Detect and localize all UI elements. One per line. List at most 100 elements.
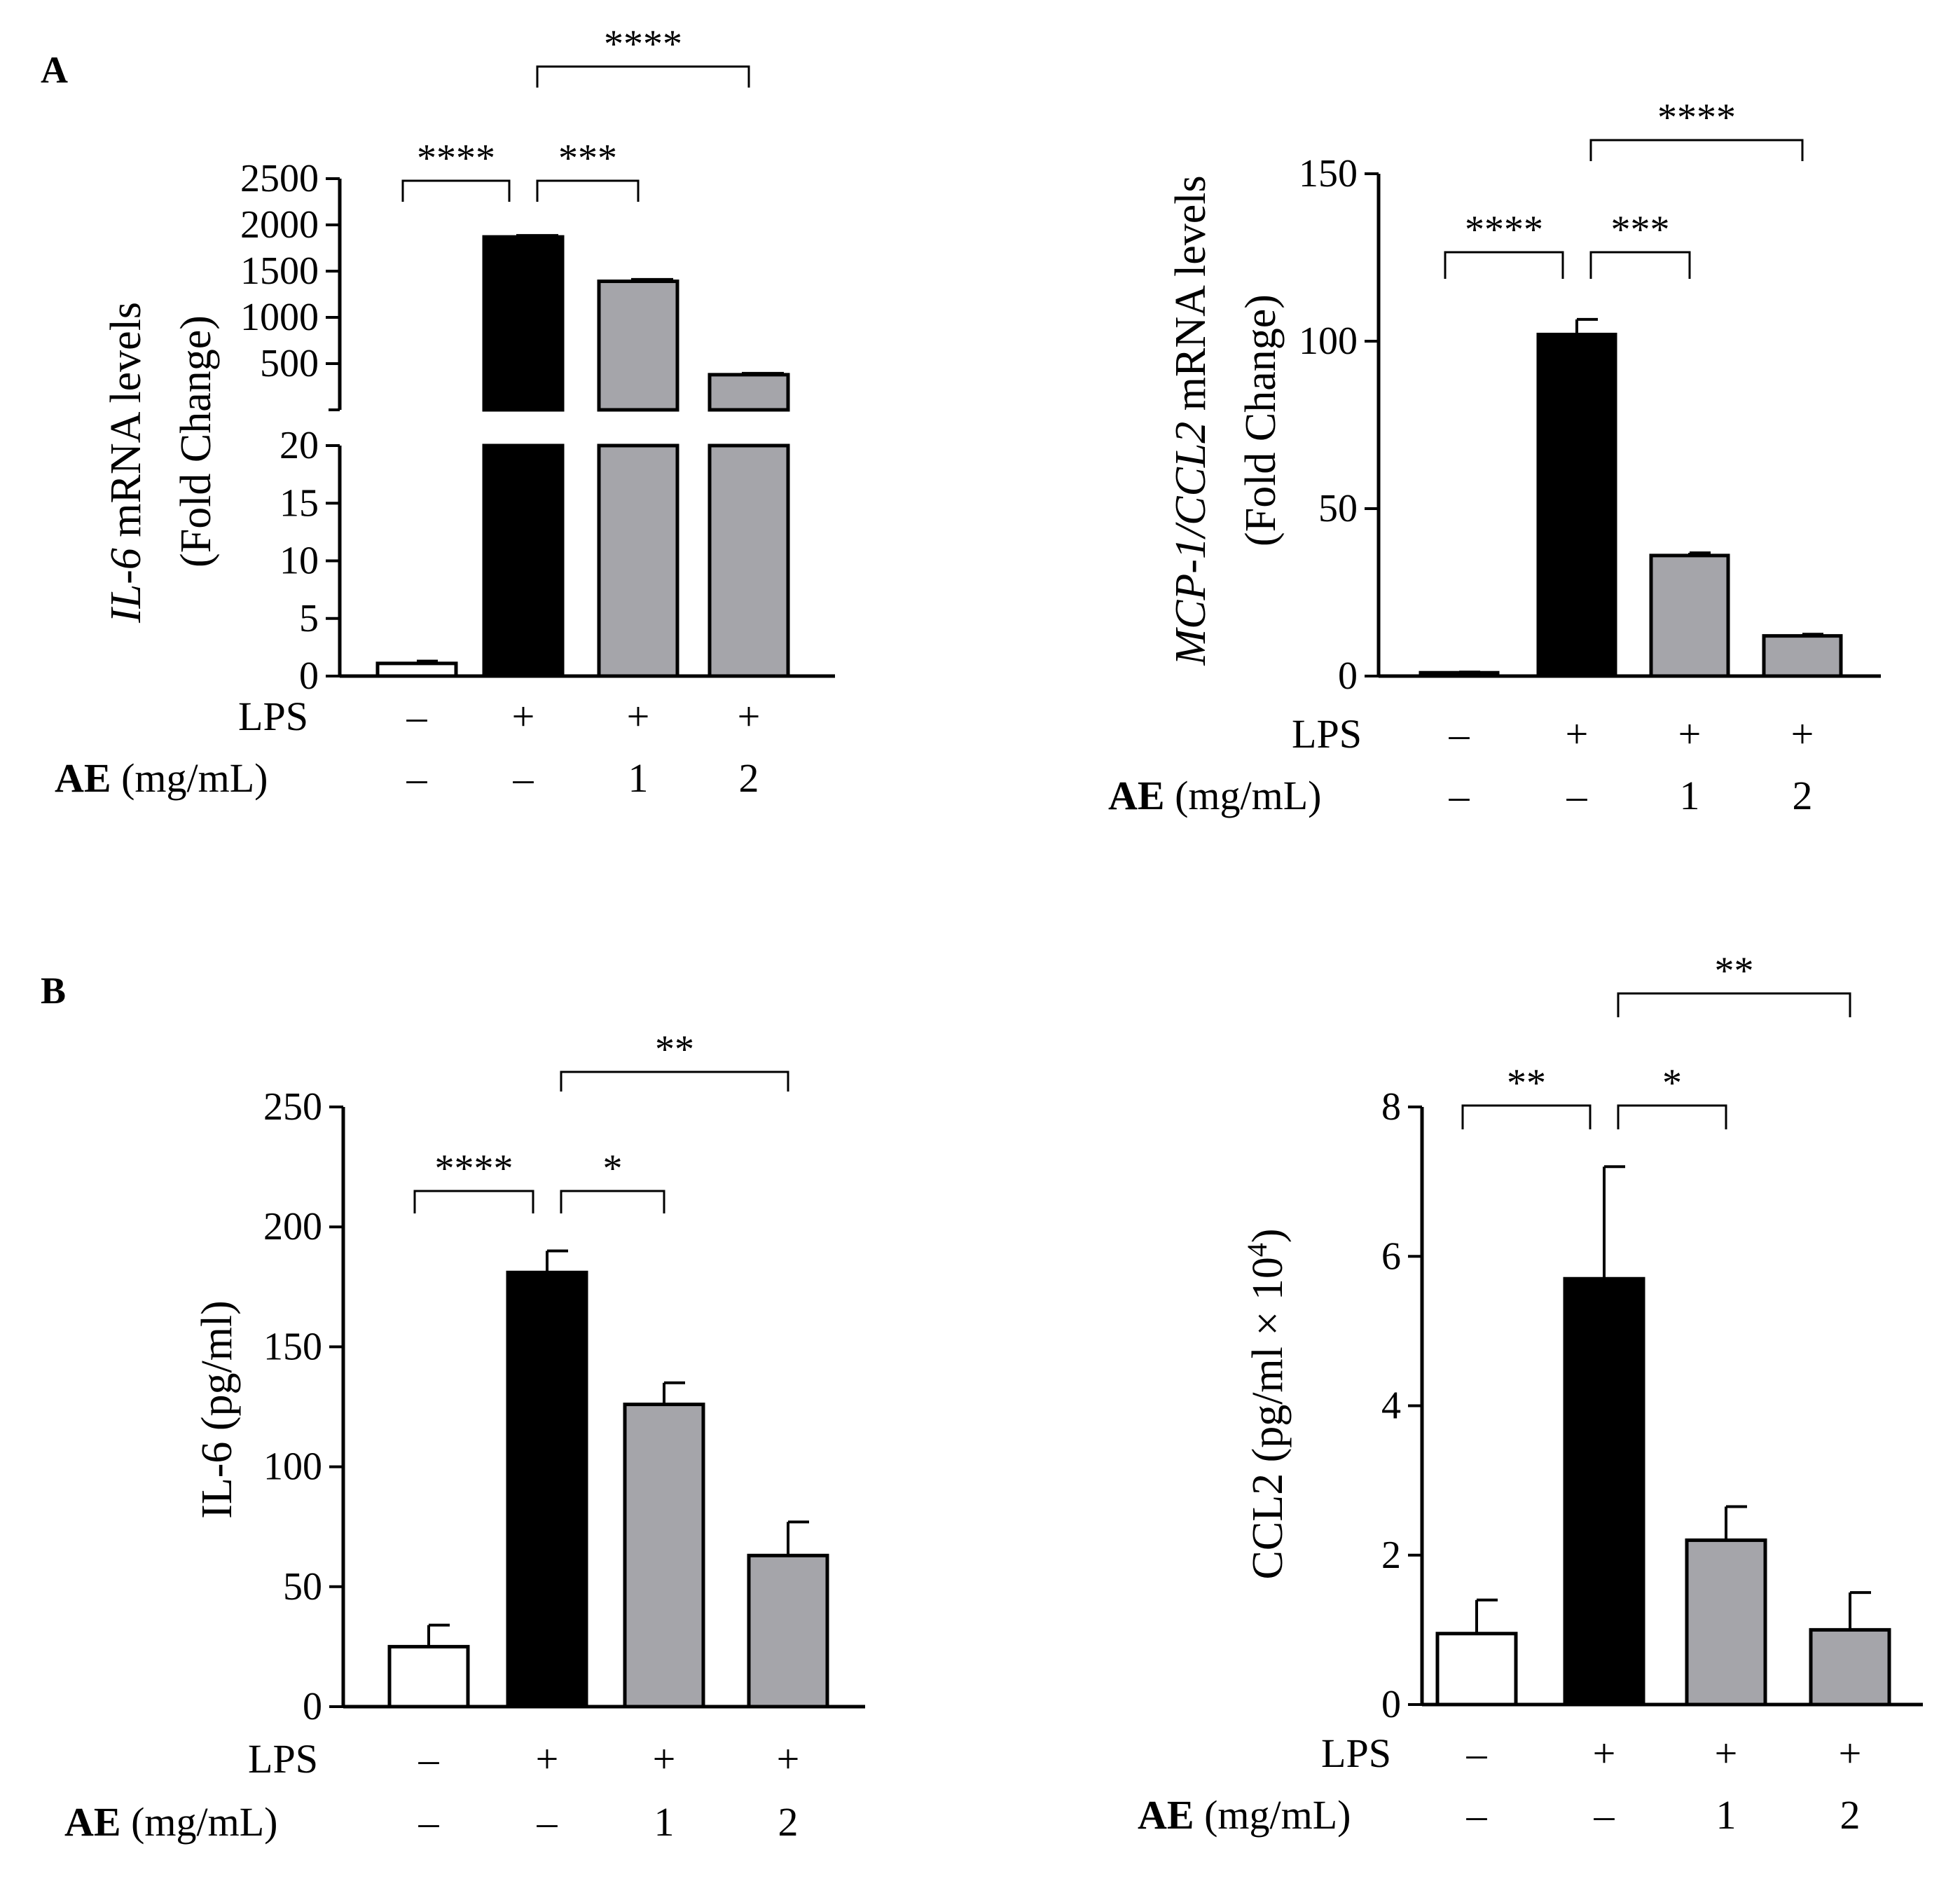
bar xyxy=(1762,634,1843,678)
significance-bracket xyxy=(536,65,750,88)
ae-value: 2 xyxy=(739,755,759,801)
y-tick-label: 250 xyxy=(263,1085,322,1129)
bar-lower-segment xyxy=(597,443,679,678)
y-tick-label: 2500 xyxy=(240,157,319,200)
y-axis-label: CCL2 (pg/ml × 104) xyxy=(1241,1228,1292,1579)
lps-value: – xyxy=(1449,711,1470,757)
panel-label-a: A xyxy=(41,49,68,91)
y-tick-label: 150 xyxy=(1299,152,1358,195)
y-tick-label: 5 xyxy=(299,597,319,640)
significance-bracket xyxy=(560,1190,665,1213)
ae-row-label: AE (mg/mL) xyxy=(1108,773,1321,818)
significance-label: **** xyxy=(1465,208,1543,252)
ae-value: – xyxy=(1449,773,1470,818)
significance-bracket xyxy=(1444,251,1564,279)
y-axis-label: IL-6 (pg/ml) xyxy=(193,1300,241,1519)
ae-value: 2 xyxy=(778,1799,799,1845)
lps-value: + xyxy=(738,694,761,739)
y-tick-label: 10 xyxy=(279,539,319,583)
bar xyxy=(1419,670,1500,678)
panel-label-b: B xyxy=(41,970,66,1012)
lps-row-label: LPS xyxy=(238,694,308,739)
y-tick-label: 0 xyxy=(1338,654,1358,698)
y-tick-label: 2 xyxy=(1381,1534,1401,1577)
bar xyxy=(623,1403,705,1709)
lps-value: + xyxy=(627,694,650,739)
y-tick-label: 1000 xyxy=(240,296,319,339)
significance-label: **** xyxy=(604,22,682,66)
significance-bracket xyxy=(536,179,640,202)
ae-value: 2 xyxy=(1840,1792,1861,1838)
significance-label: ** xyxy=(655,1028,694,1071)
y-tick-label: 6 xyxy=(1381,1234,1401,1278)
ae-value: 1 xyxy=(1716,1792,1737,1838)
bar xyxy=(1536,332,1617,678)
y-tick-label: 500 xyxy=(260,342,319,385)
lps-row-label: LPS xyxy=(1292,711,1362,757)
bar xyxy=(747,1553,829,1709)
significance-bracket xyxy=(413,1190,534,1213)
bar xyxy=(1435,1632,1518,1707)
y-axis-label-line2: (Fold Change) xyxy=(1237,294,1285,546)
ae-value: 1 xyxy=(654,1799,675,1845)
bar xyxy=(1563,1276,1645,1707)
y-axis-label-line1: MCP-1/CCL2 mRNA levels xyxy=(1167,175,1215,666)
significance-bracket xyxy=(401,179,511,202)
lps-value: + xyxy=(1715,1730,1738,1776)
significance-bracket xyxy=(1589,139,1804,161)
significance-label: **** xyxy=(435,1147,513,1190)
lps-value: – xyxy=(1466,1730,1488,1776)
y-tick-label: 50 xyxy=(1318,487,1358,530)
y-tick-label: 0 xyxy=(303,1685,322,1728)
y-tick-label: 0 xyxy=(1381,1683,1401,1726)
lps-value: + xyxy=(1839,1730,1862,1776)
significance-label: **** xyxy=(1657,96,1736,139)
bar xyxy=(1685,1538,1767,1707)
significance-label: ** xyxy=(1507,1061,1546,1105)
lps-value: + xyxy=(512,694,535,739)
ae-value: – xyxy=(537,1799,558,1845)
lps-row-label: LPS xyxy=(248,1736,318,1782)
ae-row-label: AE (mg/mL) xyxy=(1138,1792,1351,1838)
y-tick-label: 100 xyxy=(263,1445,322,1489)
ae-value: – xyxy=(1466,1792,1488,1838)
ae-row-label: AE (mg/mL) xyxy=(55,755,268,801)
lps-value: + xyxy=(1593,1730,1616,1776)
y-tick-label: 4 xyxy=(1381,1384,1401,1428)
ae-value: – xyxy=(1594,1792,1615,1838)
ae-value: – xyxy=(513,755,534,801)
significance-bracket xyxy=(1461,1104,1592,1129)
bar-upper-segment xyxy=(708,373,790,412)
bar-upper-segment xyxy=(482,235,565,412)
ae-value: 1 xyxy=(628,755,649,801)
lps-value: – xyxy=(418,1736,440,1782)
significance-label: * xyxy=(603,1147,623,1190)
lps-value: + xyxy=(1791,711,1814,757)
bar xyxy=(506,1270,588,1709)
significance-label: * xyxy=(1662,1061,1682,1105)
y-tick-label: 150 xyxy=(263,1325,322,1368)
ae-value: 2 xyxy=(1793,773,1813,818)
y-tick-label: 200 xyxy=(263,1205,322,1248)
lps-value: + xyxy=(1678,711,1702,757)
y-tick-label: 8 xyxy=(1381,1085,1401,1129)
significance-bracket xyxy=(1617,1104,1727,1129)
bar-lower-segment xyxy=(482,443,565,678)
y-tick-label: 100 xyxy=(1299,319,1358,363)
y-tick-label: 0 xyxy=(299,654,319,698)
bar-upper-segment xyxy=(597,280,679,412)
ae-value: – xyxy=(1566,773,1588,818)
significance-label: **** xyxy=(417,137,495,180)
lps-value: + xyxy=(1566,711,1589,757)
bar xyxy=(375,661,458,678)
bar xyxy=(387,1644,470,1709)
significance-label: *** xyxy=(1611,208,1670,252)
ae-value: 1 xyxy=(1680,773,1700,818)
lps-row-label: LPS xyxy=(1321,1730,1391,1776)
y-tick-label: 2000 xyxy=(240,203,319,247)
significance-bracket xyxy=(560,1071,789,1092)
